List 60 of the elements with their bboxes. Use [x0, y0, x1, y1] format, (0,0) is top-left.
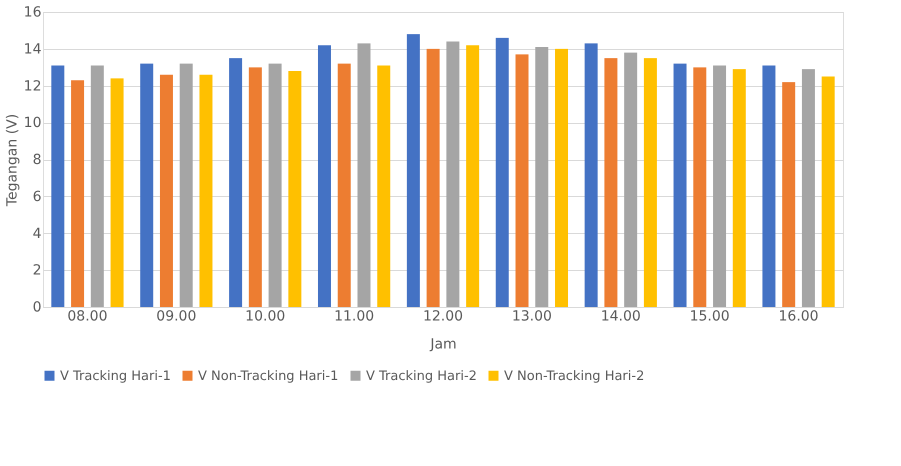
bar	[406, 34, 420, 307]
bar	[802, 69, 815, 307]
y-axis-title: Tegangan (V)	[4, 114, 21, 208]
y-tick-label: 6	[32, 188, 42, 205]
bar	[338, 64, 351, 307]
bar	[229, 58, 242, 307]
x-tick-label: 13.00	[512, 308, 552, 324]
bar	[822, 76, 835, 307]
bar	[446, 42, 460, 307]
bar	[516, 54, 529, 307]
x-tick-label: 08.00	[67, 308, 108, 324]
y-tick-label: 4	[32, 226, 42, 242]
bar	[288, 71, 302, 307]
legend-label: V Non-Tracking Hari-1	[198, 368, 338, 384]
y-tick-label: 16	[24, 4, 42, 20]
bar	[160, 74, 173, 307]
bar	[426, 48, 440, 307]
bar	[268, 64, 282, 307]
bar	[466, 45, 480, 307]
y-tick-label: 2	[32, 262, 42, 279]
y-tick-label: 14	[24, 41, 42, 58]
bar	[624, 52, 638, 307]
x-tick-label: 16.00	[778, 308, 819, 324]
bar	[584, 43, 598, 307]
bar	[762, 65, 776, 307]
bar	[535, 47, 548, 307]
legend-label: V Tracking Hari-2	[366, 368, 477, 384]
bar	[674, 64, 687, 307]
bar	[555, 48, 568, 307]
bar	[180, 64, 193, 307]
bar	[732, 69, 746, 307]
bar	[248, 67, 262, 307]
x-axis-title: Jam	[429, 336, 457, 352]
bar	[110, 78, 124, 307]
legend-label: V Tracking Hari-1	[60, 368, 171, 384]
bar	[496, 38, 509, 307]
bar	[318, 45, 331, 307]
bar	[51, 65, 64, 307]
y-tick-label: 12	[24, 78, 42, 94]
bar	[90, 65, 104, 307]
bar	[377, 65, 390, 307]
bar	[140, 64, 154, 307]
bar	[604, 58, 618, 307]
x-tick-label: 12.00	[422, 308, 464, 324]
y-tick-label: 10	[24, 115, 42, 132]
bar	[71, 80, 84, 307]
bar	[644, 58, 657, 307]
bar	[693, 67, 706, 307]
y-tick-label: 8	[32, 152, 42, 168]
x-tick-label: 10.00	[245, 308, 286, 324]
x-tick-label: 11.00	[334, 308, 374, 324]
bar	[357, 43, 370, 307]
x-tick-label: 15.00	[690, 308, 730, 324]
x-tick-label: 14.00	[600, 308, 641, 324]
bar	[199, 74, 212, 307]
y-tick-label: 0	[32, 300, 42, 316]
legend-label: V Non-Tracking Hari-2	[504, 368, 644, 384]
bar	[782, 82, 796, 307]
x-tick-label: 09.00	[156, 308, 196, 324]
bar	[713, 65, 726, 307]
